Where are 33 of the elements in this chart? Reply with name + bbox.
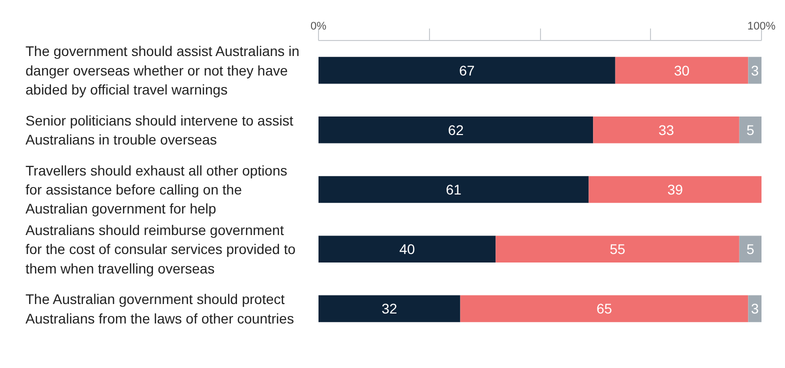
- bar: [318, 116, 594, 144]
- bar: [739, 116, 762, 144]
- y-tick-label: Senior politicians should intervene to assist Australians in trouble overseas: [26, 112, 294, 148]
- data-label: 61: [446, 182, 462, 198]
- bar: [318, 295, 460, 322]
- data-label: 39: [667, 182, 684, 198]
- y-tick-label: Travellers should exhaust all other options for assistance before calling on the Australian government for help: [26, 162, 288, 217]
- bar: [318, 56, 616, 84]
- bar: [460, 295, 748, 322]
- bar: [593, 116, 740, 144]
- data-label: 55: [610, 241, 626, 258]
- data-label: 67: [459, 62, 475, 78]
- data-label: 40: [399, 241, 416, 258]
- y-tick-label: The government should assist Australians in danger overseas whether or not they have abided by official travel warnings: [26, 43, 300, 98]
- y-tick-label: The Australian government should protect Australians from the laws of other countries: [26, 291, 294, 326]
- bar: [496, 236, 740, 263]
- bar: [615, 56, 748, 84]
- data-label: 62: [448, 122, 464, 138]
- data-label: 32: [382, 300, 398, 317]
- bar: [588, 176, 762, 203]
- data-label: 3: [750, 62, 759, 78]
- data-label: 5: [746, 122, 755, 138]
- bar: [318, 176, 589, 203]
- data-label: 65: [596, 300, 612, 317]
- data-label: 5: [746, 241, 755, 258]
- bar: [739, 236, 762, 263]
- x-tick-label: 0%: [310, 20, 327, 32]
- data-label: 33: [658, 122, 674, 138]
- y-tick-label: Australians should reimburse government for the cost of consular services provided to them when travelling overseas: [26, 222, 296, 276]
- data-label: 3: [750, 300, 759, 317]
- data-label: 30: [674, 62, 690, 78]
- x-tick-label: 100%: [747, 20, 776, 32]
- bar: [318, 236, 496, 263]
